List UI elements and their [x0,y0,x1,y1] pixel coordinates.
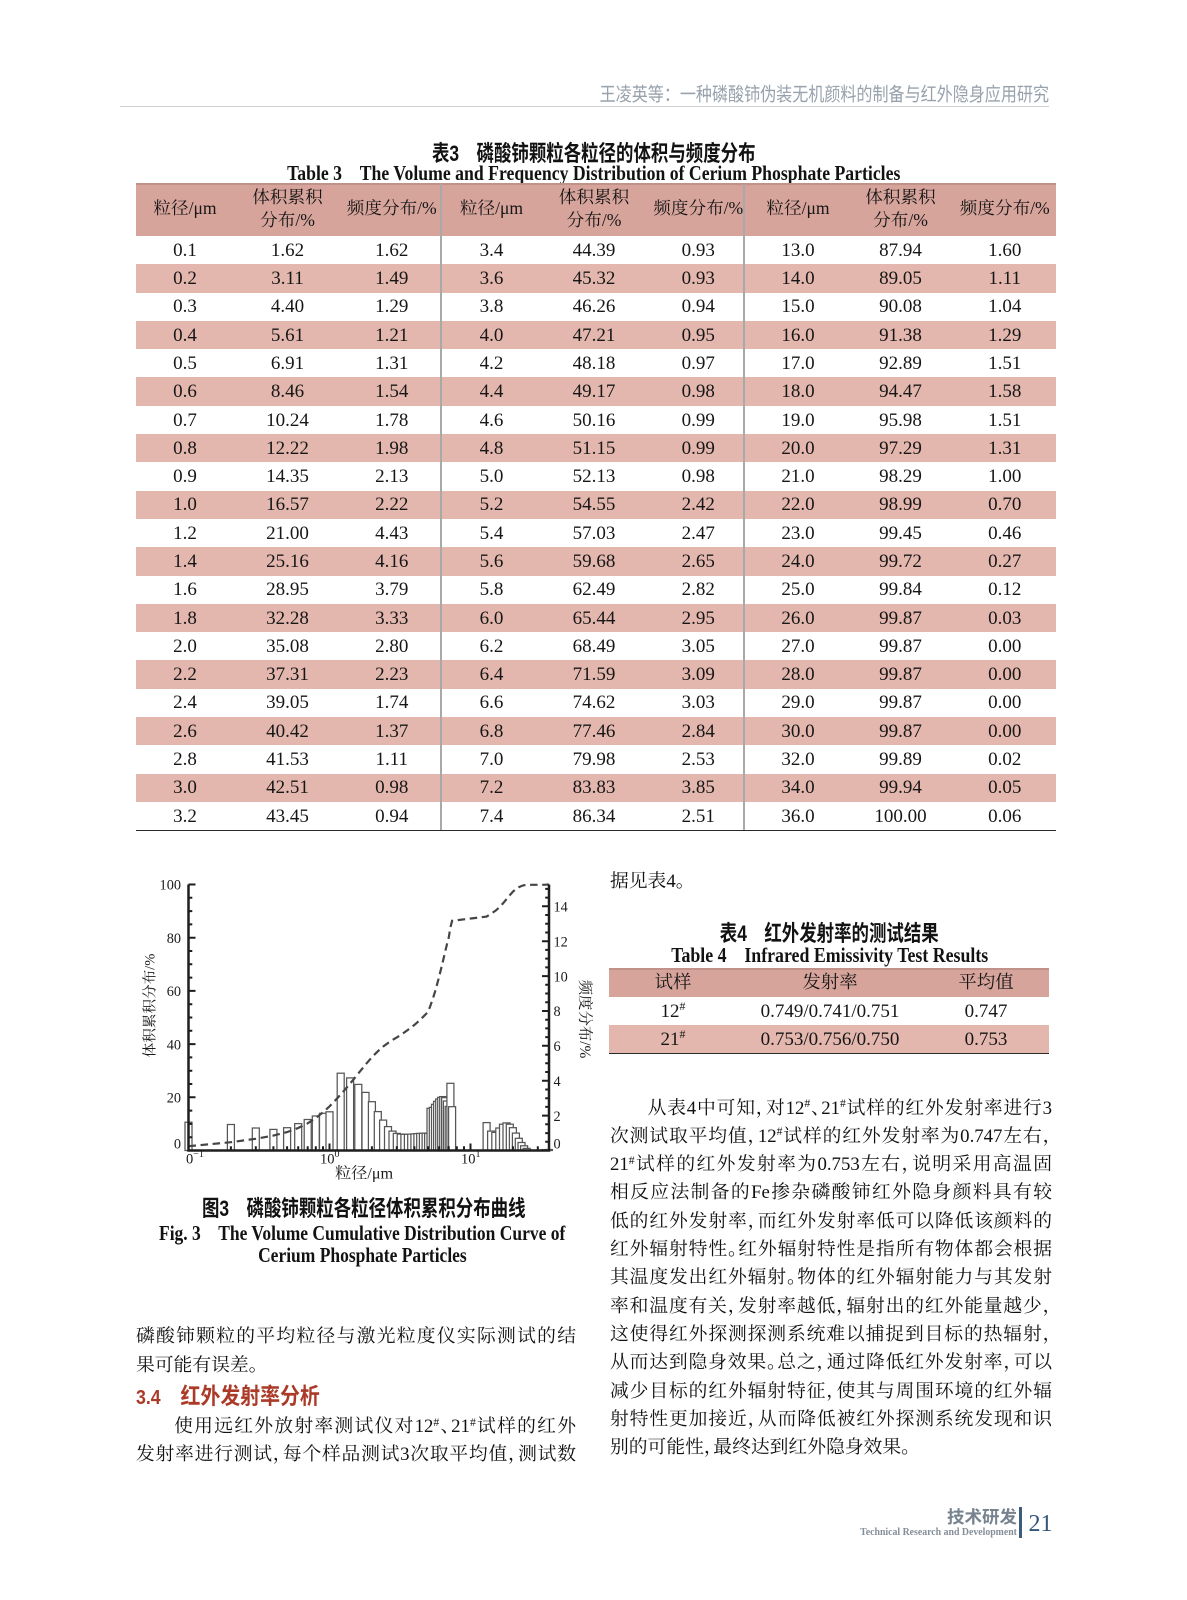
svg-text:4: 4 [554,1074,561,1090]
svg-text:100: 100 [160,878,181,894]
svg-text:体积累积分布/%: 体积累积分布/% [139,954,160,1058]
svg-text:40: 40 [167,1037,181,1053]
svg-text:6: 6 [554,1039,561,1055]
svg-text:频度分布/%: 频度分布/% [575,980,597,1059]
svg-text:0−1: 0−1 [186,1149,204,1168]
svg-text:0: 0 [554,1137,561,1153]
svg-text:14: 14 [554,900,568,916]
svg-text:12: 12 [554,934,568,950]
svg-text:80: 80 [167,931,181,947]
svg-text:粒径/μm: 粒径/μm [335,1160,394,1184]
svg-text:101: 101 [461,1149,481,1168]
svg-text:2: 2 [554,1109,561,1125]
svg-text:0: 0 [174,1137,181,1153]
svg-text:20: 20 [167,1091,181,1107]
svg-text:8: 8 [554,1004,561,1020]
svg-text:60: 60 [167,984,181,1000]
svg-text:10: 10 [554,969,568,985]
